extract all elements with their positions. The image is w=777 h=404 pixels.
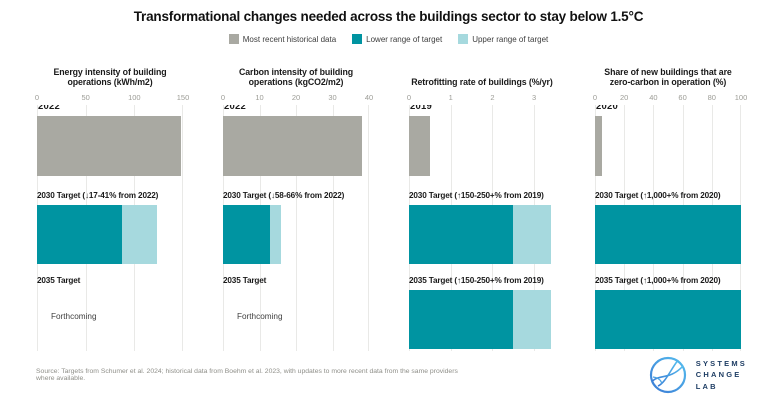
axis-tick-label: 0 <box>220 93 226 102</box>
target-row-label: 2030 Target (↓58-66% from 2022) <box>223 191 345 200</box>
axis-tick-label: 150 <box>176 93 190 102</box>
axis-tick-label: 1 <box>448 93 453 102</box>
gridline <box>368 105 369 351</box>
target-row-label: 2035 Target <box>223 276 267 285</box>
axis-tick-label: 40 <box>364 93 374 102</box>
gridline <box>332 105 334 351</box>
axis-tick-label: 10 <box>255 93 264 102</box>
target-row-label: 2030 Target (↓17-41% from 2022) <box>37 191 159 200</box>
logo-text: SYSTEMS CHANGE LAB <box>696 358 747 392</box>
axis-tick-label: 0 <box>34 93 40 102</box>
axis-tick-label: 20 <box>620 93 629 102</box>
bar-segment-historical <box>595 116 603 176</box>
bar-historical <box>37 116 183 176</box>
target-row-label: 2035 Target <box>37 276 81 285</box>
bar-segment-upper <box>513 205 551 264</box>
axis-tick-label: 80 <box>707 93 716 102</box>
source-note: Source: Targets from Schumer et al. 2024… <box>36 368 458 382</box>
panel-title: Energy intensity of building operations … <box>53 66 167 88</box>
bar-target <box>595 205 741 264</box>
x-axis: 0 10 20 30 40 <box>220 92 373 105</box>
x-axis: 0 20 40 60 80 100 <box>592 92 747 105</box>
bar-target <box>37 205 183 264</box>
gridline <box>182 105 183 351</box>
legend-label-lower: Lower range of target <box>366 34 443 44</box>
plot-area: 2022 2030 Target (↓17-41% from 2022) 2035 … <box>37 105 183 351</box>
axis-tick-label: 30 <box>328 93 337 102</box>
panel-4: Share of new buildings that are zero-car… <box>592 58 747 351</box>
bar-segment-lower <box>409 205 514 264</box>
axis-tick-label: 40 <box>649 93 658 102</box>
bar-segment-lower <box>595 290 741 349</box>
logo-line-3: LAB <box>695 381 718 391</box>
bar-target <box>409 205 555 264</box>
bar-segment-lower <box>595 205 741 264</box>
axis-tick-label: 0 <box>406 93 412 102</box>
chart-title: Transformational changes needed across t… <box>133 9 644 24</box>
year-label: 2022 <box>38 105 60 112</box>
bar-target <box>223 205 369 264</box>
legend: Most recent historical data Lower range … <box>0 34 777 44</box>
panel-title: Carbon intensity of building operations … <box>239 66 353 88</box>
systems-change-lab-logo: SYSTEMS CHANGE LAB <box>648 355 747 395</box>
target-row-label: 2035 Target (↑150-250+% from 2019) <box>409 276 544 285</box>
axis-tick-label: 50 <box>81 93 90 102</box>
chart-panels: Energy intensity of building operations … <box>0 44 777 351</box>
bar-segment-upper <box>270 205 282 264</box>
bar-segment-historical <box>409 116 430 176</box>
footer: Source: Targets from Schumer et al. 2024… <box>0 352 777 404</box>
x-axis: 0 1 2 3 <box>406 92 555 105</box>
panel-title: Retrofitting rate of buildings (%/yr) <box>411 77 553 88</box>
axis-tick-label: 100 <box>128 93 141 102</box>
bar-segment-historical <box>223 116 362 176</box>
legend-label-historical: Most recent historical data <box>242 34 337 44</box>
axis-tick-label: 2 <box>490 93 495 102</box>
axis-tick-label: 100 <box>734 93 748 102</box>
axis-tick-label: 3 <box>532 93 537 102</box>
panel-1: Energy intensity of building operations … <box>34 58 189 351</box>
bar-target <box>409 290 555 349</box>
bar-segment-lower <box>37 205 122 264</box>
panel-2: Carbon intensity of building operations … <box>220 58 373 351</box>
year-label: 2020 <box>596 105 618 112</box>
bar-segment-lower <box>409 290 514 349</box>
axis-tick-label: 20 <box>291 93 301 102</box>
legend-swatch-lower <box>352 34 363 44</box>
plot-area: 2022 2030 Target (↓58-66% from 2022) 2035 … <box>223 105 369 351</box>
legend-swatch-historical <box>228 34 239 44</box>
bar-segment-upper <box>121 205 157 264</box>
gridline <box>296 105 297 351</box>
legend-label-upper: Upper range of target <box>472 34 549 44</box>
legend-item-upper: Upper range of target <box>458 34 548 44</box>
legend-item-historical: Most recent historical data <box>228 34 337 44</box>
panel-title: Share of new buildings that are zero-car… <box>604 66 732 88</box>
forthcoming-note: Forthcoming <box>237 312 283 321</box>
axis-tick-label: 0 <box>592 93 598 102</box>
year-label: 2019 <box>410 105 432 112</box>
bar-historical <box>595 116 741 176</box>
legend-item-lower: Lower range of target <box>352 34 442 44</box>
bar-target <box>595 290 741 349</box>
bar-historical <box>223 116 369 176</box>
bar-historical <box>409 116 555 176</box>
logo-line-2: CHANGE <box>695 370 742 380</box>
axis-tick-label: 60 <box>678 93 687 102</box>
target-row-label: 2030 Target (↑1,000+% from 2020) <box>595 191 721 200</box>
legend-swatch-upper <box>458 34 469 44</box>
plot-area: 2019 2030 Target (↑150-250+% from 2019) 20… <box>409 105 555 351</box>
bar-segment-upper <box>513 290 551 349</box>
target-row-label: 2035 Target (↑1,000+% from 2020) <box>595 276 721 285</box>
logo-line-1: SYSTEMS <box>695 359 747 369</box>
globe-logo-icon <box>649 356 686 394</box>
panel-3: Retrofitting rate of buildings (%/yr) 0 1 2… <box>406 58 555 351</box>
target-row-label: 2030 Target (↑150-250+% from 2019) <box>409 191 544 200</box>
x-axis: 0 50 100 150 <box>34 92 189 105</box>
year-label: 2022 <box>224 105 246 112</box>
forthcoming-note: Forthcoming <box>51 312 97 321</box>
bar-segment-lower <box>223 205 271 264</box>
bar-segment-historical <box>37 116 182 176</box>
plot-area: 2020 2030 Target (↑1,000+% from 2020) 2035… <box>595 105 741 351</box>
